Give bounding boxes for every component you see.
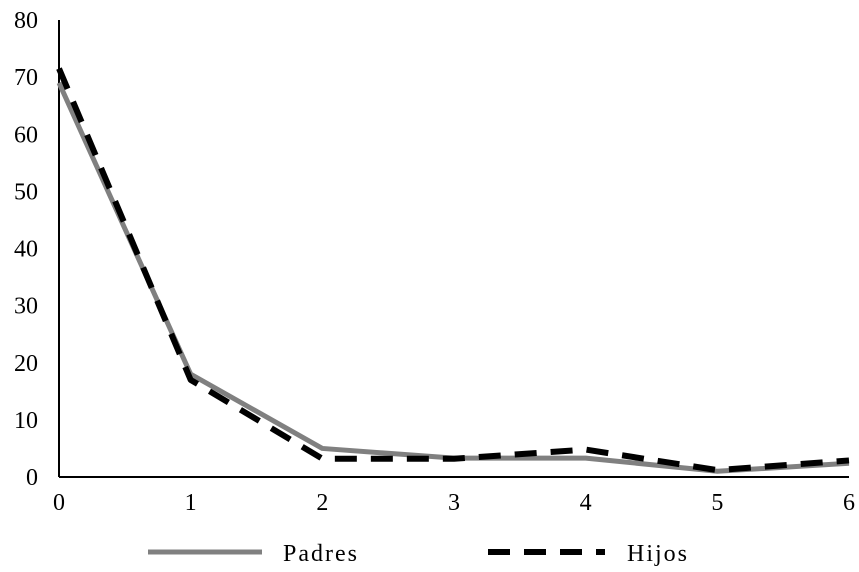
x-tick-label: 1 (185, 490, 197, 516)
y-tick-label: 30 (14, 294, 38, 320)
y-tick-label: 20 (14, 351, 38, 377)
y-tick-label: 70 (14, 65, 38, 91)
x-tick-label: 4 (580, 490, 592, 516)
x-tick-label: 0 (53, 490, 65, 516)
x-tick-label: 2 (316, 490, 328, 516)
series-lines (56, 67, 850, 474)
x-tick-label: 3 (448, 490, 460, 516)
legend-label-hijos: Hijos (627, 541, 689, 567)
y-tick-label: 50 (14, 179, 38, 205)
y-tick-label: 10 (14, 408, 38, 434)
axes (58, 20, 849, 478)
y-tick-label: 80 (14, 8, 38, 34)
y-tick-label: 40 (14, 237, 38, 263)
series-line-hijos (56, 67, 850, 474)
y-tick-label: 0 (26, 465, 38, 491)
series-line-padres (56, 81, 850, 474)
y-tick-label: 60 (14, 122, 38, 148)
legend: Padres Hijos (148, 541, 689, 567)
legend-label-padres: Padres (283, 541, 359, 567)
tick-labels: 0 10 20 30 40 50 60 70 80 0 1 2 3 4 5 6 (14, 8, 855, 516)
x-tick-label: 5 (711, 490, 723, 516)
x-tick-label: 6 (843, 490, 855, 516)
